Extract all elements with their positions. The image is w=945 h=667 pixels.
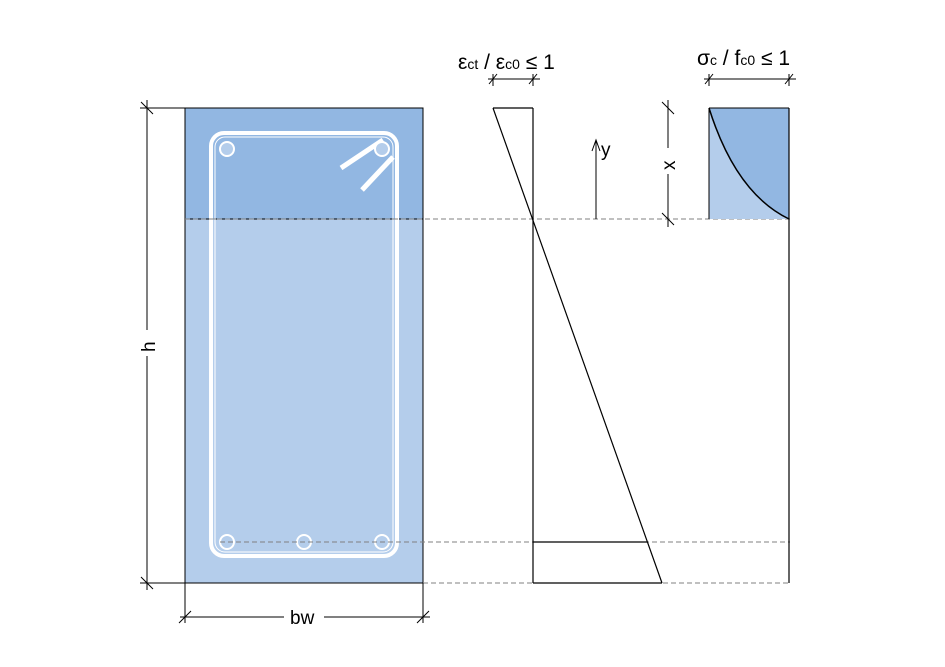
- height-label: h: [139, 341, 160, 352]
- section-compression-zone: [184, 107, 424, 220]
- label-gap: [660, 148, 676, 174]
- neutral-depth-label: x: [659, 160, 680, 170]
- stress-parabola-fill: [709, 108, 789, 219]
- strain-diagram: [492, 107, 663, 584]
- strain-profile: [492, 107, 663, 584]
- top-rebar: [374, 141, 390, 157]
- strain-top-dimension: [488, 73, 540, 86]
- cross-section: [184, 107, 424, 584]
- stress-parabola: [708, 107, 790, 220]
- stirrup: [209, 131, 399, 558]
- strain-limit-heading: εct / εc0 ≤ 1: [458, 51, 555, 74]
- top-rebar: [219, 141, 235, 157]
- stress-limit-heading: σc / fc0 ≤ 1: [697, 47, 790, 70]
- stress-top-dimension: [704, 73, 796, 86]
- label-gap: [138, 330, 156, 356]
- width-label: bw: [290, 608, 315, 629]
- label-gap: [284, 605, 324, 629]
- reference-lines: [185, 218, 790, 584]
- y-axis-label: y: [601, 140, 611, 161]
- y-axis-arrow: [591, 138, 601, 219]
- stirrup-inner-edge: [214, 136, 394, 553]
- stirrup-hook: [360, 155, 395, 192]
- stress-diagram: [708, 107, 790, 583]
